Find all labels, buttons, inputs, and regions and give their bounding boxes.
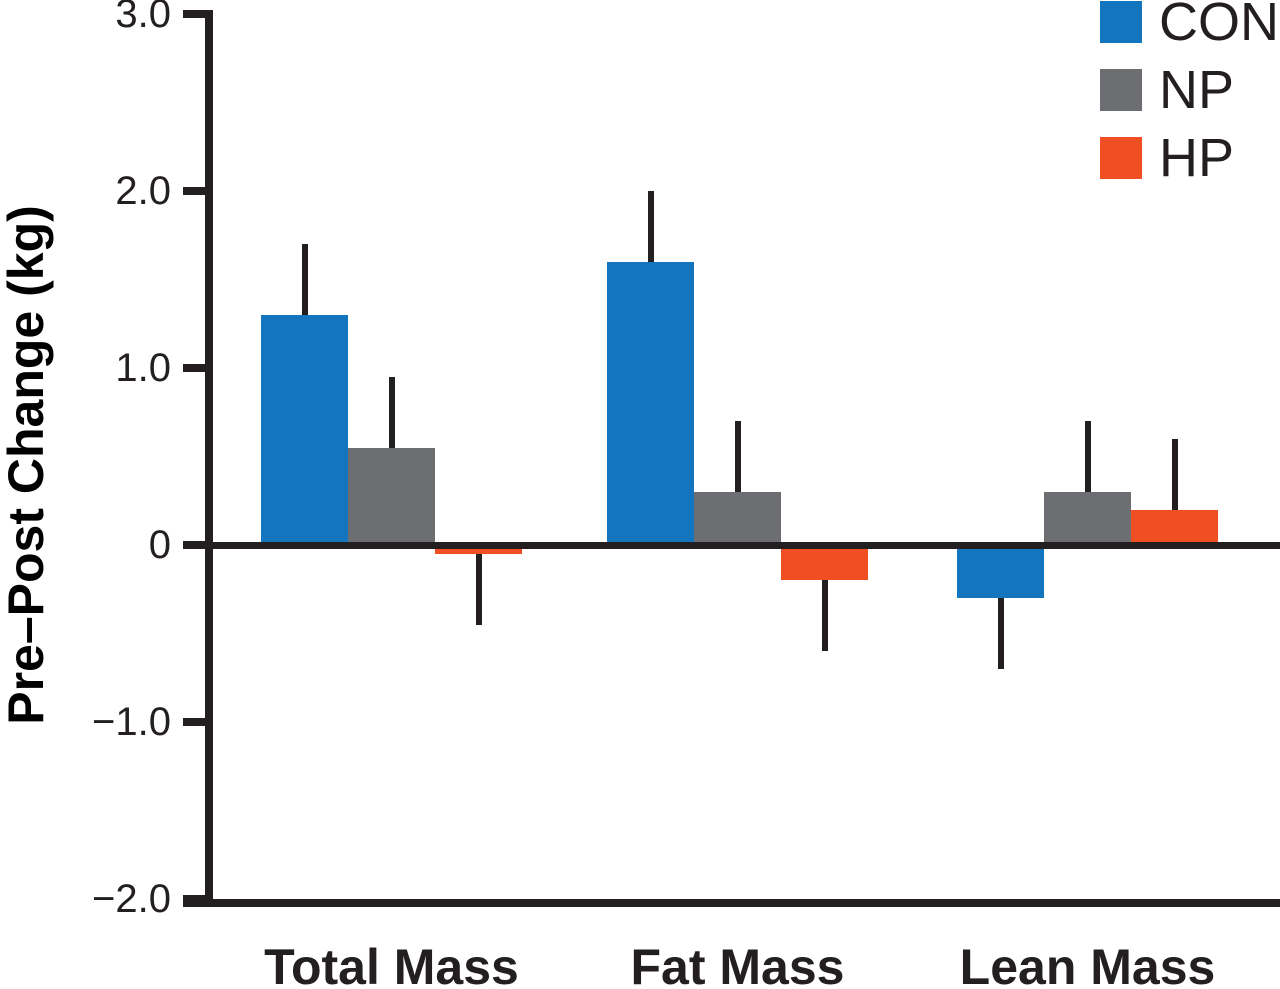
y-tick-label-0: 0 [148, 523, 171, 567]
y-tick-label-1: 1.0 [115, 346, 171, 390]
bar-np-total-mass [348, 447, 435, 545]
error-bar-hp-total-mass [475, 553, 482, 625]
legend-label-con: CON [1159, 0, 1279, 52]
y-tick-2 [183, 187, 213, 195]
bar-con-total-mass [261, 314, 348, 545]
x-category-label-lean-mass: Lean Mass [959, 939, 1216, 989]
y-axis-spine [205, 13, 213, 907]
legend: CON NP HP [1100, 0, 1280, 200]
x-axis-spine [183, 899, 1280, 907]
x-category-label-total-mass: Total Mass [264, 939, 519, 989]
bar-hp-total-mass [435, 545, 522, 554]
error-bar-con-fat-mass [647, 191, 654, 262]
y-tick-label-3: 3.0 [115, 0, 171, 36]
error-bar-con-lean-mass [997, 598, 1004, 669]
zero-line [205, 541, 1280, 549]
bar-con-fat-mass [607, 261, 694, 545]
legend-swatch-np [1100, 69, 1142, 111]
error-bar-con-total-mass [301, 244, 308, 315]
error-bar-np-total-mass [388, 376, 395, 448]
y-tick--1 [183, 718, 213, 726]
error-bar-np-fat-mass [734, 421, 741, 492]
error-bar-np-lean-mass [1084, 421, 1091, 492]
legend-item-hp: HP [1100, 128, 1235, 188]
legend-item-np: NP [1100, 60, 1235, 120]
legend-label-hp: HP [1159, 128, 1235, 188]
y-tick-0 [183, 541, 213, 549]
legend-item-con: CON [1100, 0, 1279, 52]
bar-np-lean-mass [1044, 491, 1131, 545]
x-category-label-fat-mass: Fat Mass [630, 939, 845, 989]
y-tick-label--1: −1.0 [92, 700, 171, 744]
legend-swatch-hp [1100, 137, 1142, 179]
legend-swatch-con [1100, 1, 1142, 43]
bar-np-fat-mass [694, 491, 781, 545]
legend-label-np: NP [1159, 60, 1235, 120]
error-bar-hp-lean-mass [1171, 438, 1178, 510]
bar-con-lean-mass [957, 545, 1044, 599]
y-tick-label-2: 2.0 [115, 169, 171, 213]
bar-hp-fat-mass [781, 545, 868, 581]
y-tick-1 [183, 364, 213, 372]
y-tick-3 [183, 10, 213, 18]
bar-hp-lean-mass [1131, 509, 1218, 545]
error-bar-hp-fat-mass [821, 580, 828, 652]
y-tick-label--2: −2.0 [92, 877, 171, 921]
